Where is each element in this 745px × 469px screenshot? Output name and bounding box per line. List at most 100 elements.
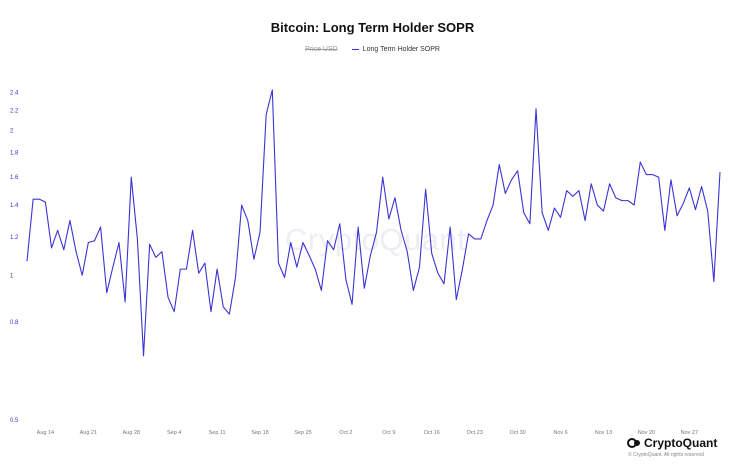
data-point <box>210 310 212 312</box>
y-tick-label: 2.2 <box>10 109 19 115</box>
data-point <box>676 215 678 217</box>
y-tick-label: 2.4 <box>10 91 19 97</box>
data-point <box>559 216 561 218</box>
data-point <box>222 306 224 308</box>
data-point <box>351 303 353 305</box>
x-tick-label: Aug 21 <box>80 430 97 436</box>
data-point <box>633 204 635 206</box>
data-point <box>467 233 469 235</box>
x-tick-label: Oct 23 <box>467 430 483 436</box>
data-point <box>400 229 402 231</box>
x-tick-label: Sep 18 <box>251 430 268 436</box>
x-tick-label: Sep 4 <box>167 430 181 436</box>
y-tick-label: 2 <box>10 129 14 135</box>
data-point <box>167 296 169 298</box>
data-point <box>473 238 475 240</box>
data-point <box>455 298 457 300</box>
x-tick-label: Oct 9 <box>382 430 395 436</box>
x-tick-label: Oct 2 <box>339 430 352 436</box>
data-point <box>259 231 261 233</box>
x-tick-label: Aug 14 <box>37 430 54 436</box>
data-point <box>332 249 334 251</box>
data-point <box>602 210 604 212</box>
data-point <box>621 199 623 201</box>
data-point <box>106 292 108 294</box>
cryptoquant-logo-icon <box>627 438 640 448</box>
data-point <box>700 185 702 187</box>
data-point <box>486 219 488 221</box>
data-point <box>69 219 71 221</box>
data-point <box>541 211 543 213</box>
data-point <box>277 262 279 264</box>
y-tick-label: 1.6 <box>10 175 19 181</box>
data-point <box>326 240 328 242</box>
data-point <box>357 226 359 228</box>
data-point <box>308 254 310 256</box>
data-point <box>56 229 58 231</box>
x-tick-label: Oct 30 <box>510 430 526 436</box>
watermark: CryptoQuant <box>285 222 467 257</box>
data-point <box>234 276 236 278</box>
data-point <box>375 231 377 233</box>
data-point <box>504 192 506 194</box>
data-point <box>590 183 592 185</box>
y-tick-label: 1.4 <box>10 203 19 209</box>
data-point <box>670 179 672 181</box>
data-point <box>314 268 316 270</box>
brand-name: CryptoQuant <box>644 436 718 450</box>
data-point <box>516 170 518 172</box>
chart-title: Bitcoin: Long Term Holder SOPR <box>270 20 475 35</box>
data-point <box>155 256 157 258</box>
data-point <box>565 189 567 191</box>
data-point <box>688 187 690 189</box>
data-point <box>639 161 641 163</box>
data-point <box>185 268 187 270</box>
data-point <box>26 260 28 262</box>
data-point <box>179 268 181 270</box>
data-point <box>596 204 598 206</box>
data-point <box>124 301 126 303</box>
y-tick-label: 1.2 <box>10 235 19 241</box>
y-tick-label: 1 <box>10 273 14 279</box>
x-tick-label: Nov 27 <box>681 430 698 436</box>
data-point <box>578 189 580 191</box>
x-tick-label: Sep 25 <box>294 430 311 436</box>
data-point <box>707 210 709 212</box>
data-point <box>664 229 666 231</box>
x-tick-label: Nov 6 <box>553 430 567 436</box>
series-line-long-term-holder-sopr <box>26 89 721 357</box>
data-point <box>345 278 347 280</box>
legend-item-sopr[interactable]: Long Term Holder SOPR <box>351 46 440 53</box>
legend-item-price[interactable]: Price USD <box>305 46 338 53</box>
data-point <box>694 208 696 210</box>
data-point <box>173 310 175 312</box>
data-point <box>290 241 292 243</box>
data-point <box>296 266 298 268</box>
data-point <box>38 198 40 200</box>
x-tick-label: Aug 28 <box>123 430 140 436</box>
data-point <box>204 262 206 264</box>
data-point <box>449 226 451 228</box>
data-point <box>651 173 653 175</box>
data-point <box>553 207 555 209</box>
data-point <box>682 202 684 204</box>
data-point <box>130 176 132 178</box>
data-point <box>388 218 390 220</box>
data-point <box>657 176 659 178</box>
data-point <box>480 238 482 240</box>
data-point <box>437 272 439 274</box>
data-point <box>87 241 89 243</box>
data-point <box>382 176 384 178</box>
data-point <box>265 113 267 115</box>
data-point <box>510 179 512 181</box>
data-point <box>369 254 371 256</box>
data-point <box>136 238 138 240</box>
data-point <box>719 171 721 173</box>
copyright: © CryptoQuant. All rights reserved <box>628 452 704 458</box>
data-point <box>523 211 525 213</box>
data-point <box>283 276 285 278</box>
data-point <box>535 108 537 110</box>
data-point <box>615 197 617 199</box>
data-point <box>240 204 242 206</box>
